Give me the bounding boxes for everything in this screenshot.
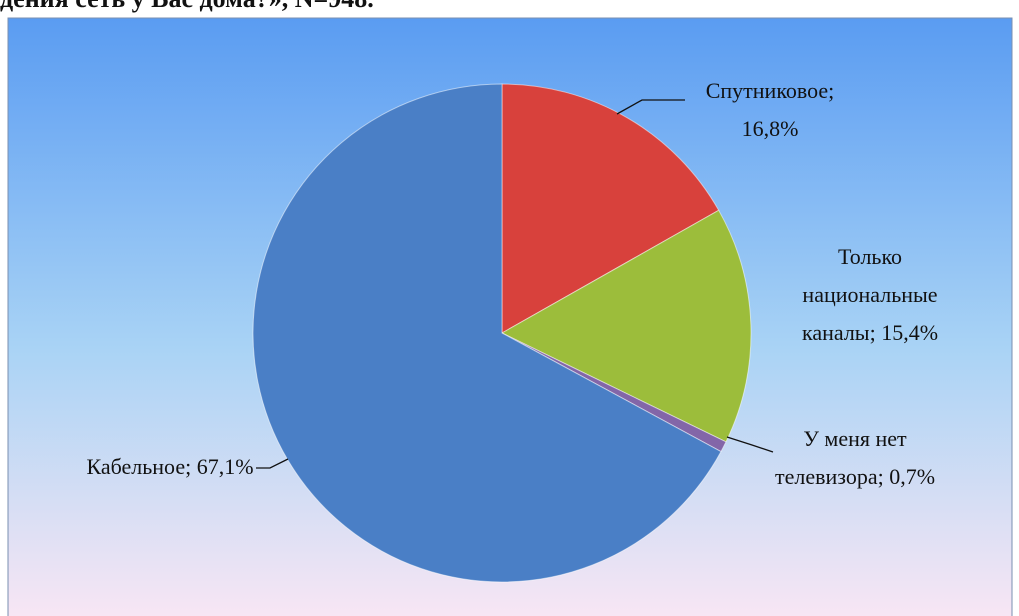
data-label: Спутниковое; 16,8% bbox=[680, 72, 860, 148]
category-label: У меня нет телевизора; bbox=[774, 426, 907, 489]
value-label: 67,1% bbox=[196, 454, 254, 479]
data-label: Только национальные каналы; 15,4% bbox=[780, 238, 960, 352]
chart-title: дения сеть у Вас дома?», N=948. bbox=[0, 0, 374, 14]
leader-line bbox=[616, 99, 685, 115]
leader-line bbox=[726, 436, 774, 453]
pie-slice bbox=[252, 83, 722, 583]
category-label: Спутниковое; bbox=[705, 78, 835, 103]
category-label: Только национальные каналы; bbox=[801, 244, 938, 345]
value-label: 16,8% bbox=[741, 116, 799, 141]
value-label: 0,7% bbox=[889, 464, 936, 489]
category-label: Кабельное; bbox=[86, 454, 192, 479]
data-label: У меня нет телевизора; 0,7% bbox=[760, 420, 950, 496]
pie-slice bbox=[501, 83, 720, 334]
data-label: Кабельное; 67,1% bbox=[85, 448, 255, 486]
pie-slice bbox=[500, 209, 752, 443]
value-label: 15,4% bbox=[881, 320, 939, 345]
leader-line bbox=[256, 458, 289, 469]
